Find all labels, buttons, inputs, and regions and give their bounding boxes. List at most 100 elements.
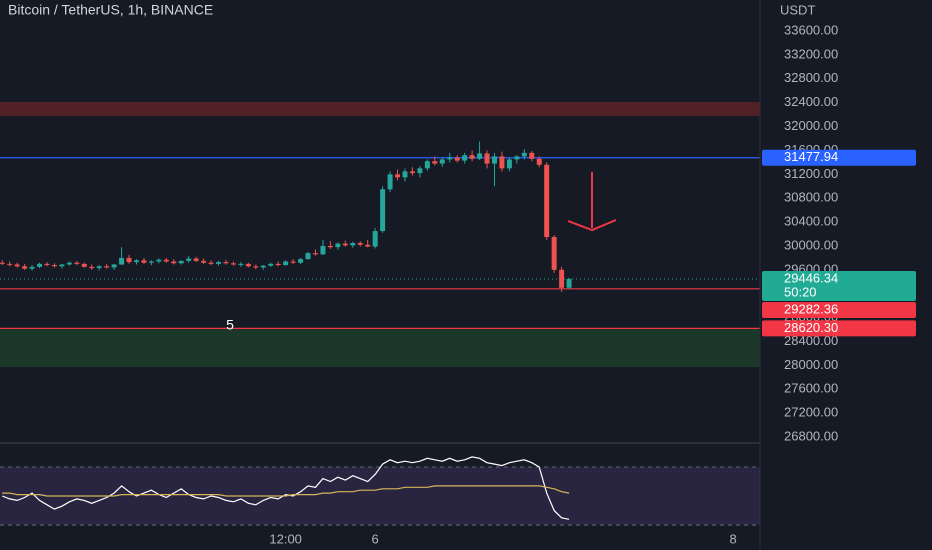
candle-body bbox=[275, 263, 281, 266]
candle-body bbox=[380, 189, 386, 232]
candle-body bbox=[163, 259, 169, 262]
price-line-label: 29282.36 bbox=[784, 301, 838, 316]
candle-body bbox=[462, 155, 468, 161]
candle-body bbox=[357, 242, 363, 245]
candle-body bbox=[59, 264, 65, 267]
zone bbox=[0, 329, 760, 368]
candle-body bbox=[499, 156, 505, 169]
candle-body bbox=[216, 262, 222, 264]
indicator-band bbox=[0, 467, 760, 526]
candle-body bbox=[447, 157, 453, 160]
price-line-label: 28620.30 bbox=[784, 320, 838, 335]
candle-body bbox=[305, 253, 311, 260]
last-price-label-countdown: 50:20 bbox=[784, 284, 817, 299]
y-tick-label: 30000.00 bbox=[784, 237, 838, 252]
candle-body bbox=[96, 266, 102, 269]
candle-body bbox=[387, 174, 393, 190]
x-tick-label: 12:00 bbox=[269, 531, 302, 546]
x-tick-label: 6 bbox=[372, 531, 379, 546]
plot-area bbox=[0, 102, 760, 368]
price-line-label-box bbox=[762, 320, 916, 337]
candle-body bbox=[22, 266, 28, 269]
y-tick-label: 28000.00 bbox=[784, 357, 838, 372]
currency: USDT bbox=[780, 2, 815, 17]
candle-body bbox=[230, 263, 236, 265]
candle-body bbox=[29, 266, 35, 269]
candle-body bbox=[424, 161, 430, 169]
candle-body bbox=[66, 262, 72, 265]
candle-body bbox=[417, 168, 423, 174]
candle-body bbox=[156, 259, 162, 262]
candle-body bbox=[484, 153, 490, 164]
y-tick-label: 33200.00 bbox=[784, 46, 838, 61]
candle-body bbox=[148, 261, 154, 263]
y-tick-label: 31200.00 bbox=[784, 166, 838, 181]
candle-body bbox=[365, 244, 371, 247]
candle-body bbox=[178, 260, 184, 264]
zone bbox=[0, 102, 760, 117]
candle-body bbox=[529, 152, 535, 159]
candle-body bbox=[253, 266, 259, 268]
candle-body bbox=[238, 263, 244, 265]
candle-body bbox=[327, 245, 333, 248]
y-tick-label: 26800.00 bbox=[784, 428, 838, 443]
indicator-line bbox=[1, 456, 570, 520]
candle-body bbox=[133, 260, 139, 263]
candle-body bbox=[506, 159, 512, 169]
candle-body bbox=[350, 242, 356, 246]
candle-body bbox=[439, 159, 445, 164]
candle-body bbox=[44, 263, 50, 266]
price-line-label: 31477.94 bbox=[784, 149, 838, 164]
indicator-line bbox=[2, 485, 570, 497]
drawn-arrow bbox=[567, 172, 617, 232]
candle-body bbox=[469, 155, 475, 159]
candle-body bbox=[81, 263, 87, 267]
candle-body bbox=[395, 174, 401, 178]
candle-body bbox=[0, 262, 5, 264]
candle-body bbox=[335, 243, 341, 248]
price-line-label-box bbox=[762, 149, 916, 166]
candle-body bbox=[402, 171, 408, 178]
candle-body bbox=[208, 262, 214, 264]
candle-body bbox=[223, 262, 229, 264]
candle-body bbox=[51, 265, 57, 267]
annotation: 5 bbox=[226, 317, 234, 333]
y-tick-label: 27600.00 bbox=[784, 381, 838, 396]
candle-body bbox=[551, 237, 557, 270]
candle-body bbox=[454, 157, 460, 161]
candle-body bbox=[186, 258, 192, 261]
candle-body bbox=[119, 257, 125, 265]
y-tick-label: 32800.00 bbox=[784, 70, 838, 85]
y-tick-label: 33600.00 bbox=[784, 22, 838, 37]
candle-body bbox=[298, 259, 304, 263]
candle-body bbox=[521, 152, 527, 157]
candle-body bbox=[171, 261, 177, 264]
candle-body bbox=[89, 266, 95, 269]
candle-body bbox=[290, 261, 296, 263]
candle-body bbox=[566, 279, 572, 288]
chart-title: Bitcoin / TetherUS, 1h, BINANCE bbox=[8, 2, 213, 18]
candle-body bbox=[7, 263, 13, 265]
candle-body bbox=[201, 260, 207, 263]
candle-body bbox=[432, 161, 438, 164]
candle-body bbox=[283, 261, 289, 266]
candle-body bbox=[37, 263, 43, 267]
candle-body bbox=[193, 258, 199, 261]
y-tick-label: 30400.00 bbox=[784, 214, 838, 229]
last-price-label-box bbox=[762, 271, 916, 302]
candle-body bbox=[141, 260, 147, 263]
candle-body bbox=[409, 171, 415, 174]
y-tick-label: 32000.00 bbox=[784, 118, 838, 133]
candle-body bbox=[260, 265, 266, 268]
y-tick-label: 27200.00 bbox=[784, 405, 838, 420]
last-price-label: 29446.34 bbox=[784, 270, 838, 285]
price-line-label-box bbox=[762, 302, 916, 319]
candle-body bbox=[126, 257, 132, 263]
y-tick-label: 30800.00 bbox=[784, 190, 838, 205]
y-tick-label: 32400.00 bbox=[784, 94, 838, 109]
candle-body bbox=[245, 263, 251, 267]
candle-body bbox=[342, 243, 348, 246]
candle-body bbox=[14, 264, 20, 267]
